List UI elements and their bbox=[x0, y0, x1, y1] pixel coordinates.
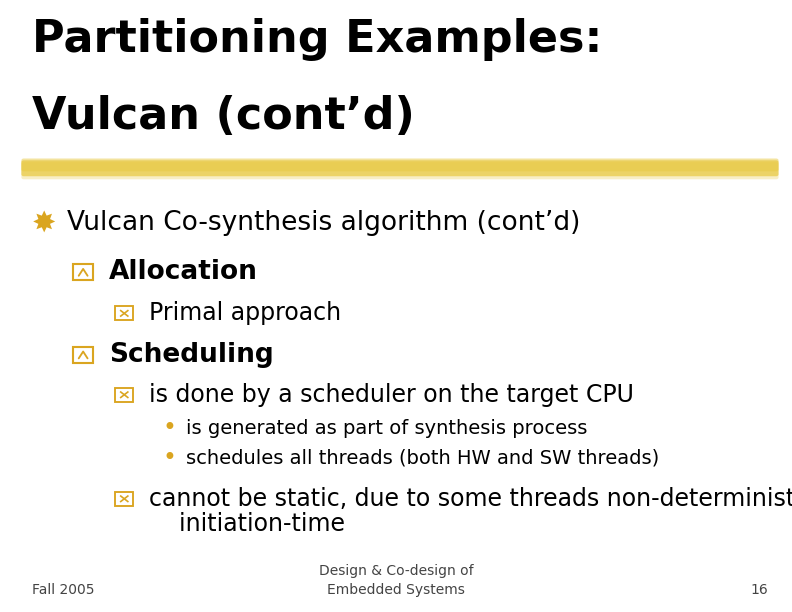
Text: Scheduling: Scheduling bbox=[109, 342, 274, 368]
FancyBboxPatch shape bbox=[21, 160, 779, 176]
Text: Allocation: Allocation bbox=[109, 259, 258, 285]
Text: •: • bbox=[162, 416, 177, 441]
Text: 16: 16 bbox=[751, 583, 768, 597]
Text: Vulcan Co-synthesis algorithm (cont’d): Vulcan Co-synthesis algorithm (cont’d) bbox=[67, 211, 581, 236]
Text: Primal approach: Primal approach bbox=[149, 301, 341, 326]
Text: schedules all threads (both HW and SW threads): schedules all threads (both HW and SW th… bbox=[186, 448, 660, 468]
Text: ✸: ✸ bbox=[32, 209, 56, 237]
Text: Design & Co-design of
Embedded Systems: Design & Co-design of Embedded Systems bbox=[318, 564, 474, 597]
Text: is generated as part of synthesis process: is generated as part of synthesis proces… bbox=[186, 419, 588, 438]
Text: initiation-time: initiation-time bbox=[149, 512, 345, 537]
Text: Vulcan (cont’d): Vulcan (cont’d) bbox=[32, 95, 414, 138]
Text: Partitioning Examples:: Partitioning Examples: bbox=[32, 18, 602, 61]
Text: Fall 2005: Fall 2005 bbox=[32, 583, 94, 597]
Text: cannot be static, due to some threads non-deterministic: cannot be static, due to some threads no… bbox=[149, 487, 792, 511]
Text: •: • bbox=[162, 446, 177, 470]
FancyBboxPatch shape bbox=[21, 162, 779, 179]
FancyBboxPatch shape bbox=[21, 159, 779, 171]
Text: is done by a scheduler on the target CPU: is done by a scheduler on the target CPU bbox=[149, 382, 634, 407]
